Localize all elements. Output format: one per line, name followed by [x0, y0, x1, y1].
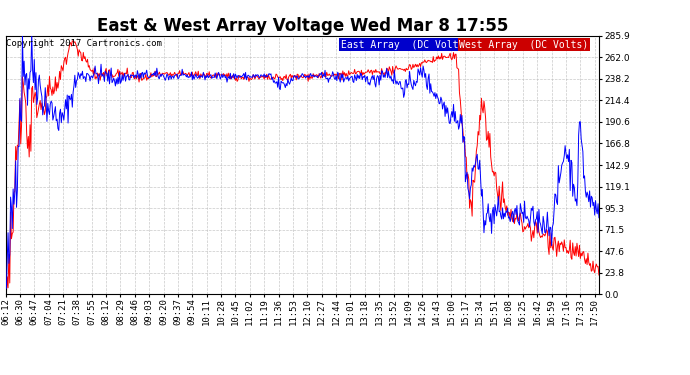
Text: West Array  (DC Volts): West Array (DC Volts) [460, 39, 589, 50]
Title: East & West Array Voltage Wed Mar 8 17:55: East & West Array Voltage Wed Mar 8 17:5… [97, 18, 508, 36]
Text: East Array  (DC Volts): East Array (DC Volts) [341, 39, 470, 50]
Text: Copyright 2017 Cartronics.com: Copyright 2017 Cartronics.com [6, 39, 161, 48]
